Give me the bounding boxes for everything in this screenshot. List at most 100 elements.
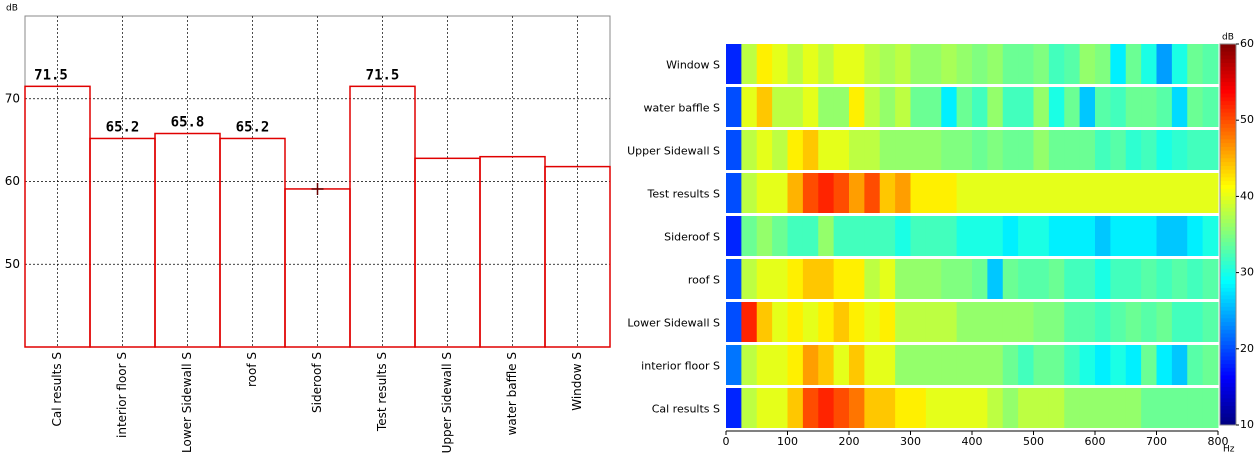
heat-cell (756, 130, 773, 170)
heat-cell (1110, 345, 1127, 385)
value-label: 65.8 (171, 115, 205, 131)
heat-cell (849, 302, 865, 342)
colorbar-step (1220, 348, 1236, 354)
heat-cell (1110, 87, 1127, 127)
colorbar-step (1220, 44, 1236, 49)
heat-cell (741, 345, 758, 385)
heat-cell (1002, 259, 1019, 299)
colorbar-step (1220, 74, 1236, 79)
colorbar-step (1220, 97, 1236, 102)
heat-cell (802, 44, 819, 84)
colorbar-step (1220, 280, 1236, 285)
colorbar-step (1220, 158, 1236, 163)
heat-cell (1002, 302, 1019, 342)
heat-cell (756, 44, 773, 84)
heat-cell (910, 388, 927, 428)
colorbar-step (1220, 409, 1236, 415)
heat-cell (1002, 130, 1019, 170)
x-tick-label: Lower Sidewall S (180, 352, 194, 453)
heat-cell (1033, 302, 1050, 342)
colorbar-step (1220, 268, 1236, 274)
heat-cell (1110, 216, 1127, 256)
heat-cell (726, 345, 742, 385)
heat-cell (741, 259, 758, 299)
colorbar-step (1220, 82, 1236, 87)
colorbar-step (1220, 242, 1236, 247)
heat-cell (1141, 173, 1157, 213)
heat-cell (802, 345, 819, 385)
colorbar-step (1220, 318, 1236, 323)
heat-cell (849, 216, 865, 256)
colorbar-step (1220, 344, 1236, 350)
heat-cell (1018, 130, 1034, 170)
value-label: 65.2 (236, 119, 270, 135)
heat-cell (833, 87, 850, 127)
x-tick-label: Window S (570, 352, 584, 411)
heat-cell (818, 44, 835, 84)
heat-cell (1095, 388, 1111, 428)
heat-cell (1002, 388, 1019, 428)
colorbar-step (1220, 276, 1236, 281)
colorbar-step (1220, 325, 1236, 331)
heat-cell (941, 87, 958, 127)
colorbar-step (1220, 284, 1236, 289)
heat-cell (1018, 173, 1034, 213)
heat-cell (895, 259, 911, 299)
colorbar-step (1220, 230, 1236, 235)
heat-cell (818, 259, 835, 299)
heat-cell (756, 173, 773, 213)
value-label: 65.2 (106, 119, 140, 135)
colorbar-step (1220, 127, 1236, 133)
heat-cell (1033, 87, 1050, 127)
colorbar-tick-label: 50 (1240, 113, 1254, 126)
heat-cell (756, 302, 773, 342)
colorbar-step (1220, 47, 1236, 53)
heat-cell (1202, 173, 1219, 213)
heat-cell (956, 388, 973, 428)
heat-cell (1141, 388, 1157, 428)
heat-cell (1187, 173, 1204, 213)
x-tick-label: 600 (1085, 435, 1106, 448)
heat-cell (925, 302, 942, 342)
heat-cell (1187, 130, 1204, 170)
heat-cell (987, 216, 1004, 256)
heat-cell (1018, 87, 1034, 127)
colorbar-step (1220, 223, 1236, 228)
heat-cell (1018, 259, 1034, 299)
row-label: Cal results S (652, 403, 720, 416)
heat-cell (910, 216, 927, 256)
heat-cell (1002, 173, 1019, 213)
heat-cell (818, 388, 835, 428)
heat-cell (1079, 173, 1096, 213)
heat-cell (772, 87, 788, 127)
heat-cell (910, 87, 927, 127)
colorbar-step (1220, 226, 1236, 232)
heat-cell (787, 216, 804, 256)
heat-cell (895, 130, 911, 170)
heat-cell (833, 302, 850, 342)
colorbar-step (1220, 333, 1236, 338)
heat-cell (1141, 216, 1157, 256)
colorbar-step (1220, 101, 1236, 106)
colorbar-step (1220, 66, 1236, 72)
heat-cell (787, 345, 804, 385)
colorbar-step (1220, 234, 1236, 239)
heat-cell (1156, 87, 1173, 127)
heat-cell (772, 388, 788, 428)
heat-cell (833, 345, 850, 385)
colorbar-step (1220, 245, 1236, 251)
heat-cell (787, 388, 804, 428)
heat-cell (1079, 44, 1096, 84)
heat-cell (849, 173, 865, 213)
heat-cell (895, 302, 911, 342)
heat-cell (910, 44, 927, 84)
heat-cell (802, 216, 819, 256)
colorbar-step (1220, 356, 1236, 361)
heat-cell (1079, 259, 1096, 299)
heat-cell (1033, 259, 1050, 299)
heat-cell (1156, 388, 1173, 428)
heat-cell (987, 173, 1004, 213)
colorbar-step (1220, 188, 1236, 194)
heat-cell (1171, 345, 1188, 385)
